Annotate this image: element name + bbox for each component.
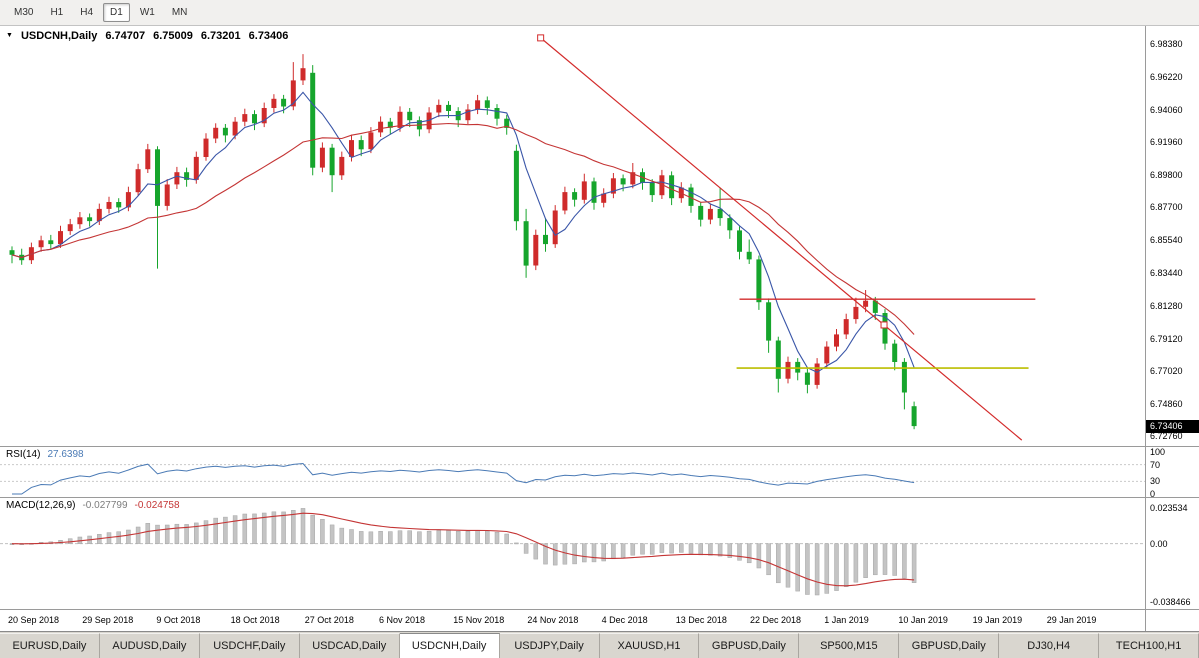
date-axis-label: 24 Nov 2018 [527,615,579,625]
macd-axis-label: -0.038466 [1150,597,1191,607]
price-axis-label: 6.91960 [1150,137,1183,148]
ohlc-low: 6.73201 [200,30,241,42]
divider-rsi-macd[interactable] [0,497,1199,498]
rsi-axis-label: 100 [1150,447,1166,457]
price-axis-label: 6.79120 [1150,333,1183,344]
price-axis-border [1145,26,1146,631]
rsi-panel: RSI(14) 27.6398 [0,447,1146,497]
macd-axis-label: 0.023534 [1150,503,1188,513]
chart-tabbar: EURUSD,Daily AUDUSD,Daily USDCHF,Daily USDC… [0,631,1199,658]
date-axis-label: 29 Jan 2019 [1046,615,1097,625]
tab-audusd-daily[interactable]: AUDUSD,Daily [99,633,200,658]
timeframe-d1[interactable]: D1 [103,3,130,22]
macd-axis-label: 0.00 [1150,538,1168,549]
macd-canvas[interactable] [0,498,1146,609]
divider-chart-rsi[interactable] [0,446,1199,447]
date-axis-label: 15 Nov 2018 [453,615,505,625]
timeframe-w1[interactable]: W1 [139,7,155,18]
rsi-name: RSI(14) [6,449,41,460]
current-price-badge: 6.73406 [1146,420,1199,434]
price-axis-label: 6.77020 [1150,365,1183,376]
price-axis-label: 6.74860 [1150,398,1183,409]
timeframe-mn[interactable]: MN [171,7,188,18]
timeframe-h4[interactable]: H4 [80,7,94,18]
price-axis-label: 6.81280 [1150,300,1183,311]
ohlc-high: 6.75009 [153,30,193,42]
price-axis[interactable]: 6.73406 6.98380 6.96220 6.94060 6.91960 6.89… [1146,26,1199,446]
price-axis-label: 6.85540 [1150,235,1183,246]
tab-usdcad-daily[interactable]: USDCAD,Daily [299,633,400,658]
date-axis-label: 18 Oct 2018 [230,615,280,625]
main-chart-canvas[interactable] [0,26,1146,446]
tab-gbpusd-daily[interactable]: GBPUSD,Daily [699,633,800,658]
ohlc-open: 6.74707 [105,30,146,42]
date-axis[interactable]: 20 Sep 2018 29 Sep 2018 9 Oct 2018 18 Oct 2… [0,610,1199,631]
date-axis-label: 6 Nov 2018 [379,615,426,625]
tab-dj30-h4[interactable]: DJ30,H4 [999,633,1100,658]
macd-axis: 0.023534 0.00 -0.038466 [1146,498,1199,609]
tab-eurusd-daily[interactable]: EURUSD,Daily [0,633,100,658]
date-axis-label: 27 Oct 2018 [304,615,354,625]
date-axis-label: 29 Sep 2018 [82,615,134,625]
chart-symbol: USDCNH,Daily [20,30,98,42]
timeframe-m30[interactable]: M30 [14,7,34,18]
timeframe-toolbar: M30 H1 H4 D1 W1 MN [0,0,1199,26]
tab-gbpusd-daily-2[interactable]: GBPUSD,Daily [899,633,1000,658]
price-axis-label: 6.89800 [1150,170,1183,181]
main-chart-panel: ▼ USDCNH,Daily 6.74707 6.75009 6.73201 6… [0,26,1146,446]
tab-xauusd-h1[interactable]: XAUUSD,H1 [599,633,700,658]
price-axis-label: 6.72760 [1150,430,1183,441]
date-axis-label: 22 Dec 2018 [750,615,802,625]
macd-name: MACD(12,26,9) [6,500,76,511]
divider-macd-dates [0,609,1199,610]
macd-label: MACD(12,26,9) -0.027799 -0.024758 [6,500,180,511]
date-axis-label: 13 Dec 2018 [675,615,727,625]
price-axis-label: 6.96220 [1150,72,1183,83]
tab-usdcnh-daily[interactable]: USDCNH,Daily [399,633,500,658]
chart-title: ▼ USDCNH,Daily 6.74707 6.75009 6.73201 6… [6,30,288,42]
rsi-canvas[interactable] [0,447,1146,497]
price-axis-label: 6.83440 [1150,267,1183,278]
macd-panel: MACD(12,26,9) -0.027799 -0.024758 [0,498,1146,609]
chart-menu-triangle-icon[interactable]: ▼ [6,31,13,39]
macd-signal-value: -0.024758 [134,500,180,511]
date-axis-label: 20 Sep 2018 [8,615,60,625]
date-axis-label: 10 Jan 2019 [898,615,948,625]
rsi-value: 27.6398 [47,449,84,460]
price-axis-label: 6.98380 [1150,39,1183,49]
timeframe-h1[interactable]: H1 [50,7,64,18]
tab-tech100-h1[interactable]: TECH100,H1 [1099,633,1199,658]
rsi-axis-label: 30 [1150,476,1161,487]
macd-main-value: -0.027799 [82,500,128,511]
timeframe-buttons: M30 H1 H4 D1 W1 MN [0,3,194,22]
rsi-axis-label: 0 [1150,489,1156,499]
price-axis-label: 6.87700 [1150,202,1183,213]
rsi-axis: 100 70 30 0 [1146,447,1199,499]
tab-usdchf-daily[interactable]: USDCHF,Daily [199,633,300,658]
rsi-axis-label: 70 [1150,459,1161,470]
tab-usdjpy-daily[interactable]: USDJPY,Daily [499,633,600,658]
price-axis-label: 6.94060 [1150,105,1183,116]
tab-sp500-m15[interactable]: SP500,M15 [799,633,900,658]
date-axis-label: 19 Jan 2019 [972,615,1023,625]
rsi-label: RSI(14) 27.6398 [6,449,84,460]
date-axis-label: 9 Oct 2018 [156,615,201,625]
ohlc-close: 6.73406 [248,30,289,42]
date-axis-label: 1 Jan 2019 [824,615,869,625]
date-axis-label: 4 Dec 2018 [601,615,648,625]
